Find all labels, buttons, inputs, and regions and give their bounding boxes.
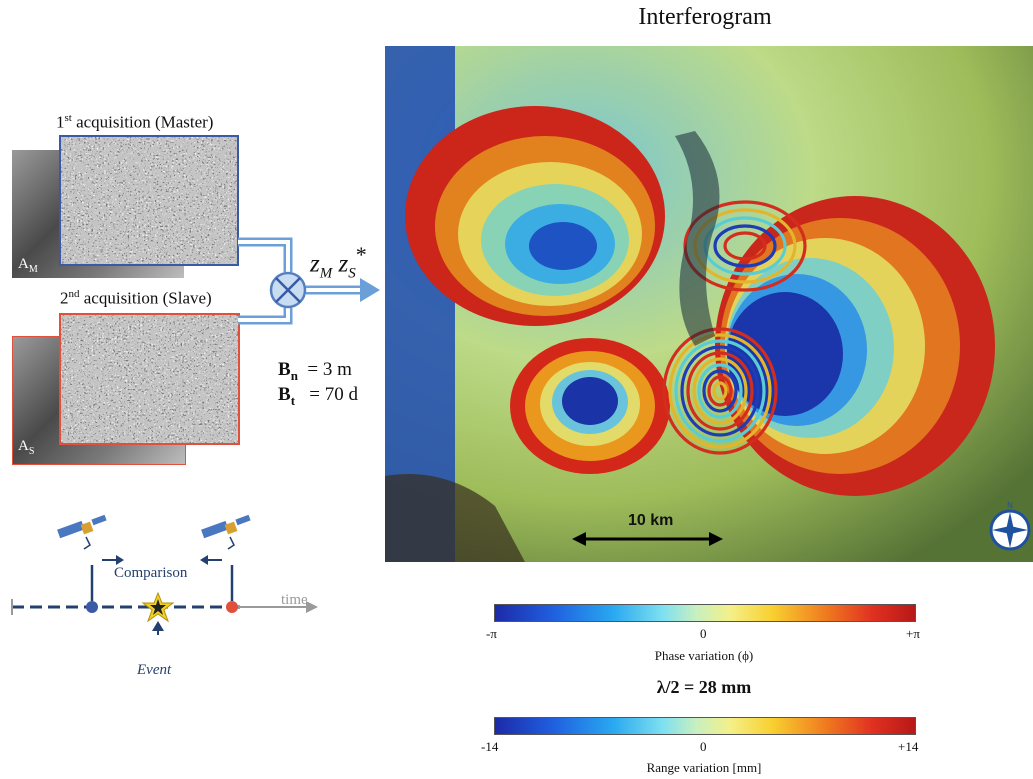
interferogram-title: Interferogram	[638, 4, 772, 30]
wavelength-label: λ/2 = 28 mm	[656, 677, 752, 697]
phase-colorbar-title: Phase variation (ϕ)	[654, 648, 754, 663]
master-label-text: acquisition (Master)	[71, 112, 214, 132]
normal-baseline: Bn = 3 m	[278, 359, 352, 383]
phase-mid-label: 0	[700, 626, 707, 641]
acquisition-timeline	[11, 515, 318, 635]
range-max-label: +14	[898, 739, 919, 754]
slave-label-number: 2	[60, 288, 69, 308]
satellite-icon-left	[57, 515, 107, 550]
event-label: Event	[137, 662, 172, 678]
satellite-icon-right	[201, 515, 251, 550]
time-axis-label: time	[281, 592, 308, 608]
phase-min-label: -π	[486, 626, 497, 641]
slave-label-sup: nd	[68, 288, 80, 300]
master-acquisition-label: 1st acquisition (Master)	[56, 112, 213, 133]
temporal-baseline: Bt = 70 d	[278, 384, 358, 408]
scale-bar-arrow	[572, 532, 723, 546]
range-colorbar-title: Range variation [mm]	[646, 760, 762, 775]
slave-amplitude-label: AS	[18, 438, 35, 457]
phase-max-label: +π	[906, 626, 920, 641]
north-compass-icon: N	[989, 501, 1031, 551]
comparison-label: Comparison	[114, 565, 188, 581]
slave-acquisition-label: 2nd acquisition (Slave)	[60, 288, 212, 309]
output-arrow-head	[360, 278, 380, 302]
master-acquisition-dot	[86, 601, 98, 613]
interferogram-image	[385, 46, 1033, 562]
slave-pipe-inner	[238, 308, 290, 322]
range-mid-label: 0	[700, 739, 707, 754]
slave-label-text: acquisition (Slave)	[79, 288, 212, 308]
master-label-sup: st	[64, 112, 72, 124]
phase-colorbar	[494, 604, 916, 622]
svg-text:N: N	[1007, 501, 1013, 510]
master-pipe-inner	[238, 240, 290, 272]
slave-acquisition-dot	[226, 601, 238, 613]
scale-bar-label: 10 km	[628, 512, 674, 529]
master-label-number: 1	[56, 112, 65, 132]
timeline-arrow-head	[306, 601, 318, 613]
range-min-label: -14	[481, 739, 499, 754]
master-phase-image	[59, 135, 239, 266]
product-formula: zM zS*	[310, 242, 367, 282]
slave-phase-image	[59, 313, 240, 445]
combination-pipes	[238, 237, 380, 325]
master-pipe	[238, 237, 293, 272]
range-colorbar	[494, 717, 916, 735]
master-amplitude-label: AM	[18, 256, 38, 275]
